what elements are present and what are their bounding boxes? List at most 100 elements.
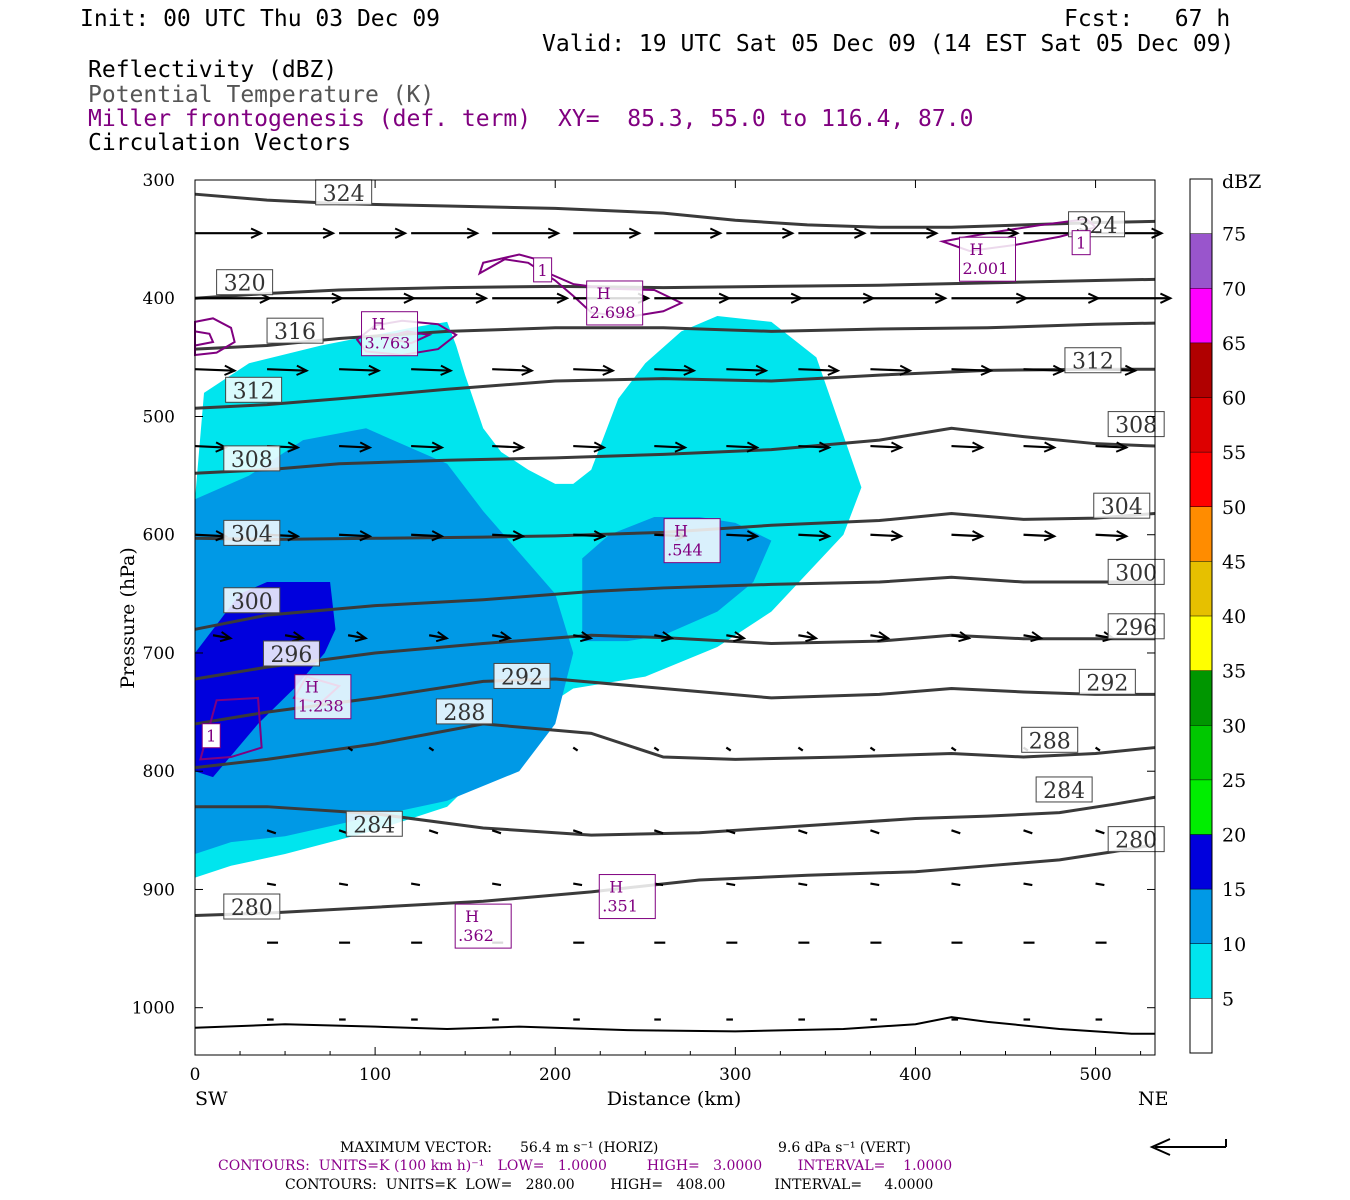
theta-label-box: [315, 179, 373, 206]
circulation-vector: [491, 829, 502, 835]
vector-shaft: [726, 368, 766, 372]
colorbar-swatch: [1190, 288, 1212, 343]
theta-label-box: [262, 640, 320, 667]
circulation-vector: [267, 227, 336, 239]
circulation-vector: [212, 631, 233, 643]
vector-shaft: [1095, 444, 1127, 449]
colorbar-swatch: [1190, 452, 1212, 507]
colorbar-swatch: [1190, 670, 1212, 726]
circulation-vector: [654, 441, 688, 453]
frontogenesis-label-text: 1: [538, 261, 548, 280]
vector-shaft: [798, 533, 830, 538]
circulation-vector: [1095, 292, 1173, 304]
vector-head: [219, 631, 233, 643]
vector-head: [593, 441, 607, 453]
circulation-vector: [951, 364, 994, 376]
vector-head: [431, 441, 445, 453]
circulation-vector: [411, 227, 480, 239]
circulation-vector: [654, 631, 675, 643]
circulation-vector: [797, 746, 804, 752]
circulation-vector: [1095, 882, 1105, 887]
frontogenesis-label-value: .362: [458, 926, 494, 945]
vector-shaft: [725, 829, 736, 835]
frontogenesis-label: H.362: [454, 903, 512, 949]
circulation-vector: [267, 292, 345, 304]
theta-label-text: 320: [224, 272, 266, 297]
circulation-vector: [572, 746, 579, 752]
theta-label: 312: [1064, 347, 1122, 375]
vector-head: [368, 364, 382, 376]
vector-shaft: [654, 444, 686, 449]
vector-shaft: [1023, 882, 1033, 887]
vector-head: [602, 364, 616, 376]
vector-head: [661, 631, 675, 643]
colorbar: 5 10 15 20 25 30 35 40 45 50 55 60 65 70 75: [1189, 178, 1246, 1054]
vector-head: [781, 227, 795, 239]
y-tick-label: 900: [143, 880, 175, 900]
colorbar-swatch: [1190, 779, 1212, 835]
vector-shaft: [951, 882, 961, 887]
vector-shaft: [491, 829, 502, 835]
theta-label-box: [216, 269, 274, 296]
theta-label: 300: [223, 587, 281, 615]
theta-label: 308: [223, 445, 281, 473]
theta-label: 300: [1107, 558, 1165, 586]
colorbar-swatch: [1190, 943, 1212, 999]
circulation-vector: [870, 227, 939, 239]
theta-label-text: 312: [1072, 350, 1114, 375]
vector-head: [1159, 292, 1173, 304]
x-axis-title: Distance (km): [607, 1088, 742, 1110]
frontogenesis-label-h: H: [674, 522, 688, 541]
circulation-vector: [798, 227, 867, 239]
vector-shaft: [339, 368, 379, 372]
theta-label-text: 280: [1115, 829, 1157, 854]
theta-line-292: [194, 677, 1155, 726]
vector-shaft: [798, 634, 817, 640]
vector-shaft: [339, 444, 370, 449]
circulation-vector: [1023, 364, 1066, 376]
colorbar-label: 25: [1222, 770, 1246, 792]
circulation-vector: [266, 829, 277, 835]
theta-label-box: [223, 519, 281, 546]
theta-label: 284: [345, 810, 403, 838]
vector-shaft: [726, 533, 758, 538]
vector-shaft: [798, 368, 839, 372]
vector-shaft: [492, 368, 532, 372]
frontogenesis-label: H1.238: [294, 674, 352, 720]
vector-head: [475, 292, 489, 304]
circulation-vector: [573, 364, 616, 376]
circulation-vector: [573, 227, 642, 239]
circulation-vector: [339, 441, 373, 453]
circulation-vector: [798, 882, 808, 887]
vector-shaft: [951, 634, 970, 640]
theta-label-box: [266, 317, 324, 344]
x-tick-label: 300: [719, 1065, 751, 1085]
vector-head: [435, 631, 450, 643]
theta-label-text: 312: [233, 379, 275, 404]
vector-shaft: [194, 444, 226, 449]
theta-label-text: 296: [1115, 616, 1157, 641]
circulation-vector: [492, 364, 535, 376]
circulation-vector: [573, 882, 583, 887]
theta-label-text: 324: [323, 182, 365, 207]
colorbar-swatch: [1190, 834, 1212, 890]
vector-shaft: [572, 829, 583, 835]
circulation-vector: [870, 530, 904, 542]
vector-shaft: [654, 634, 673, 640]
y-tick-label: 600: [143, 526, 175, 546]
vector-shaft: [267, 368, 307, 372]
vector-head: [827, 364, 841, 376]
circulation-vector: [1094, 746, 1101, 752]
theta-label: 312: [225, 376, 283, 404]
theta-label-text: 284: [353, 813, 395, 838]
vector-shaft: [726, 444, 758, 449]
frontogenesis-label: H3.763: [361, 311, 419, 357]
vector-head: [805, 631, 819, 643]
theta-label-text: 304: [231, 522, 273, 547]
circulation-vector: [428, 631, 450, 643]
frontogenesis-label-value: .351: [602, 897, 638, 916]
vector-head: [926, 227, 939, 239]
vector-head: [556, 292, 570, 304]
circulation-vector: [266, 882, 277, 887]
theta-label: 308: [1107, 411, 1165, 439]
